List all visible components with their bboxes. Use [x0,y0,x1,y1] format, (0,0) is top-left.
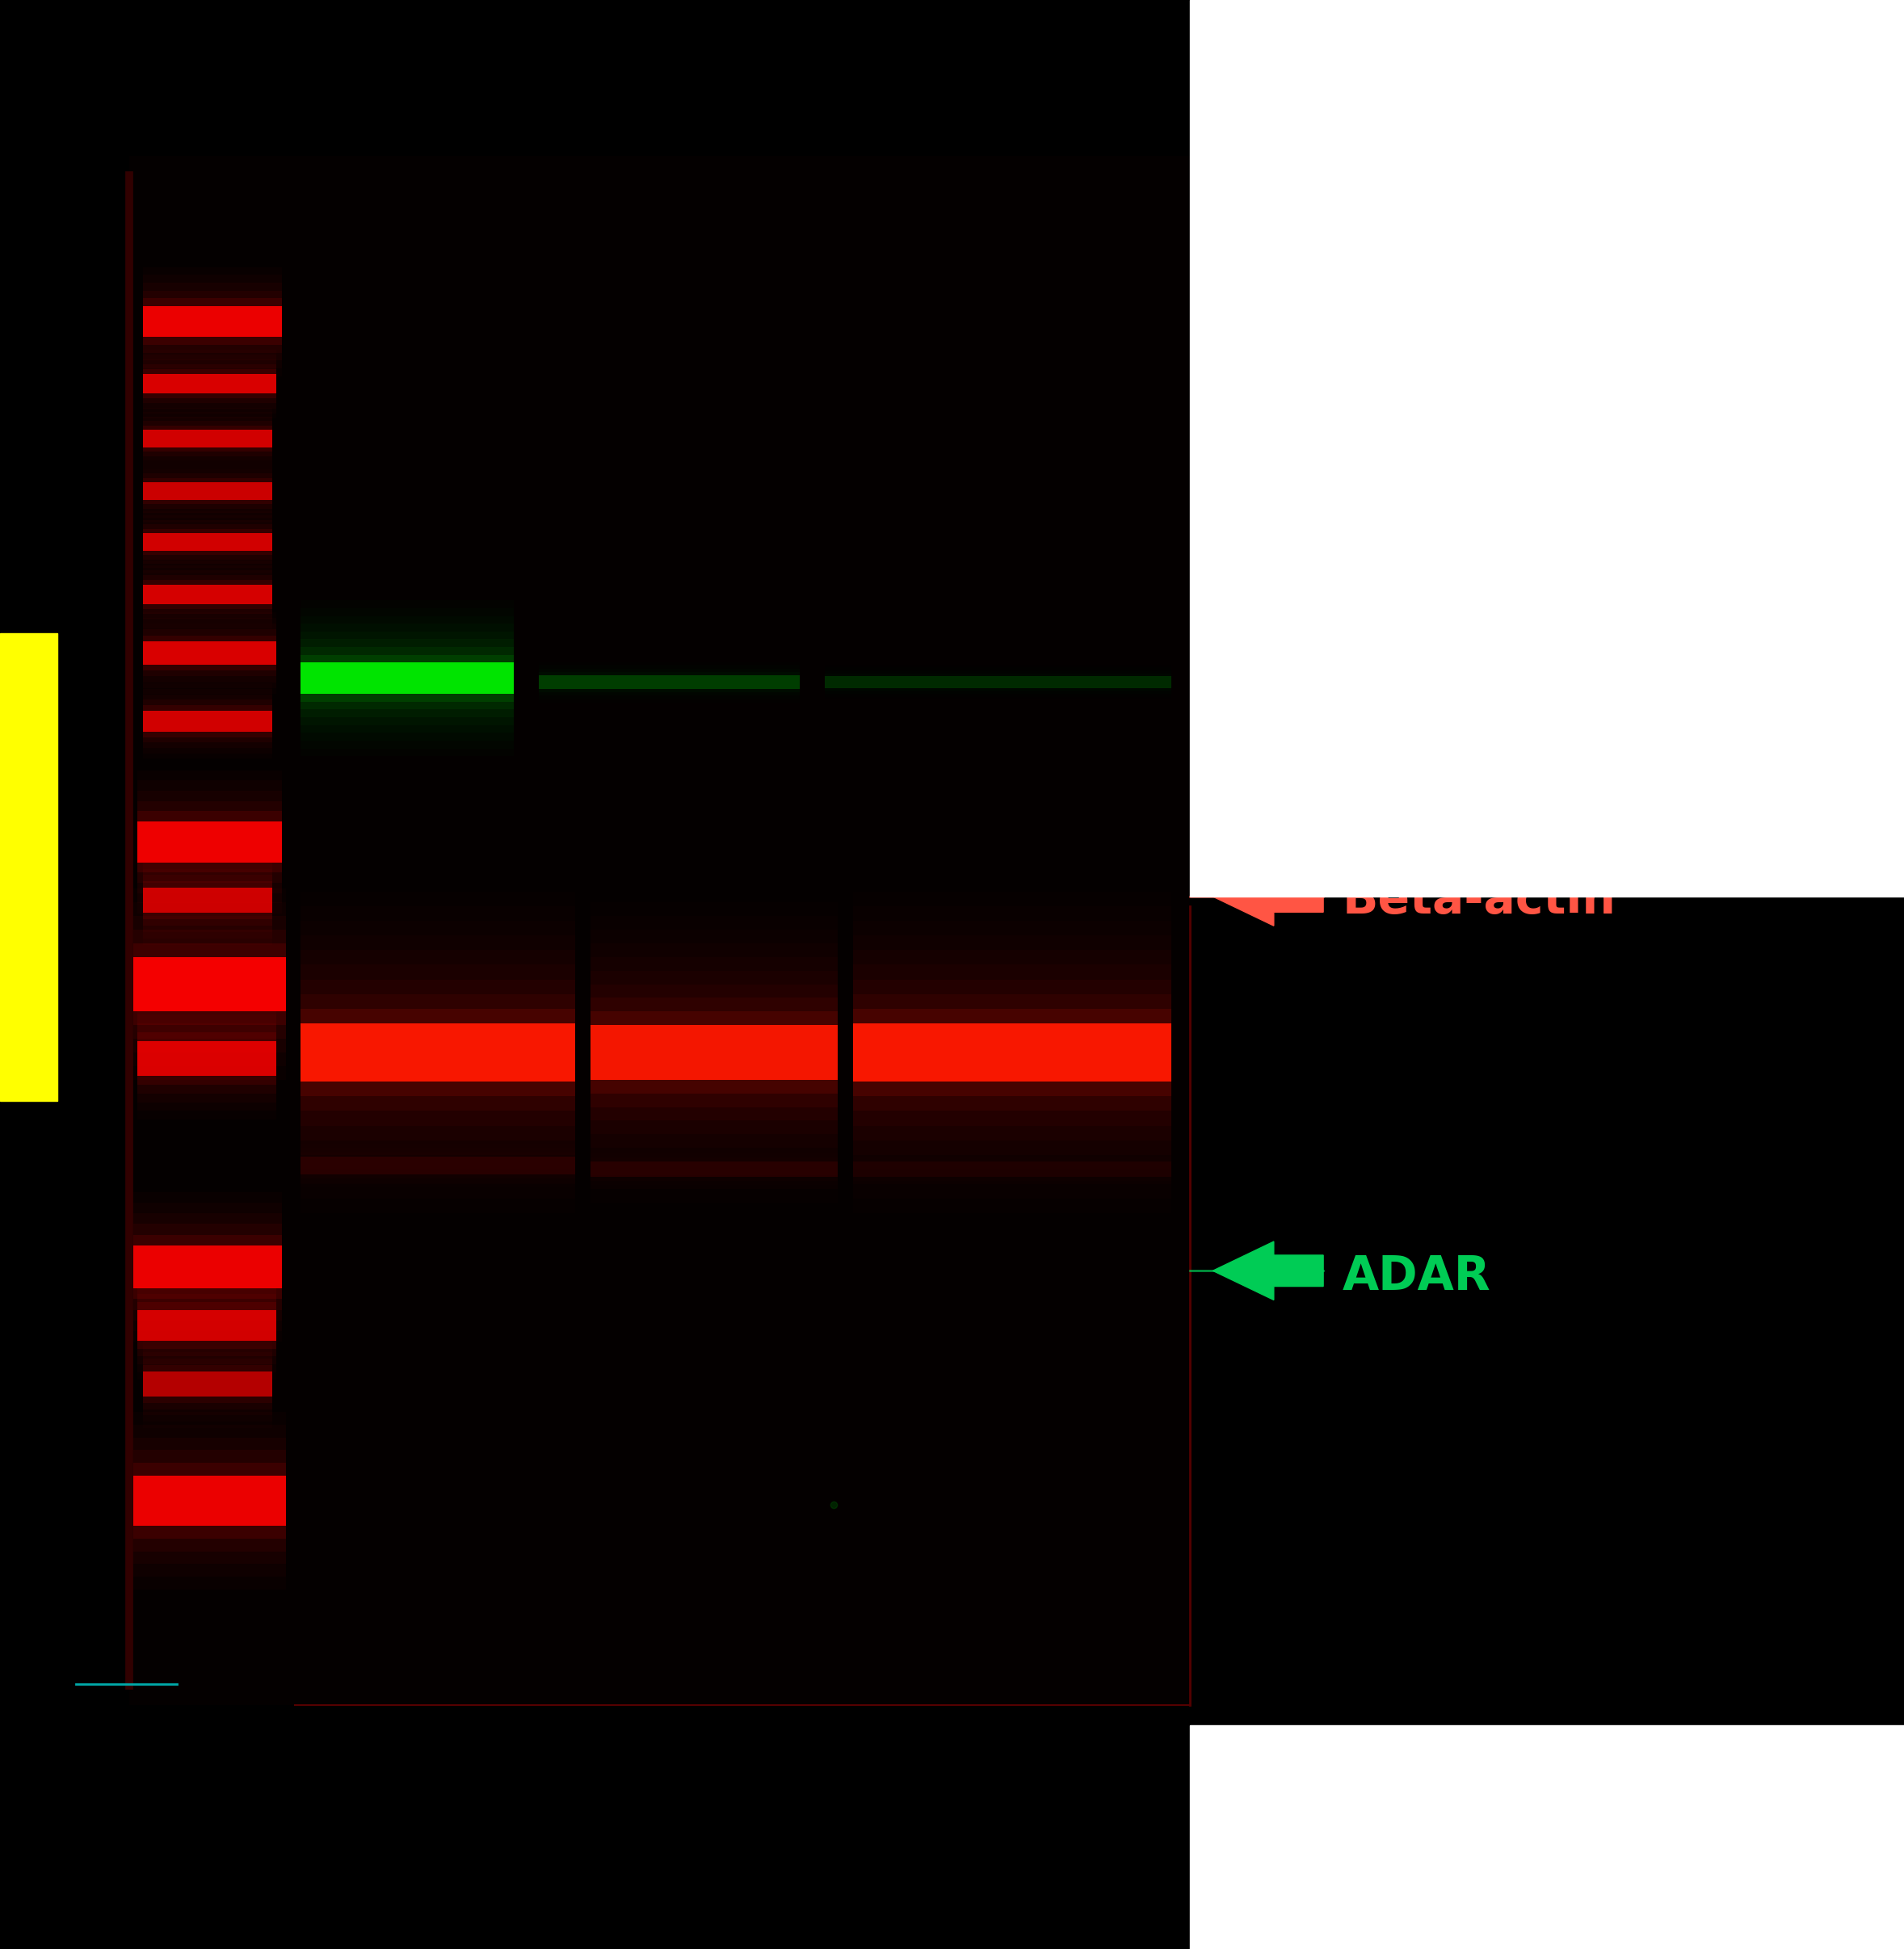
Text: ADAR: ADAR [1342,1253,1491,1300]
Bar [0,633,57,1101]
FancyArrow shape [1213,1242,1323,1300]
Text: Beta-actin: Beta-actin [1342,877,1616,924]
Bar [129,156,1190,1705]
FancyArrow shape [1213,867,1323,926]
Bar [1190,0,1904,897]
Bar [1190,1725,1904,1949]
